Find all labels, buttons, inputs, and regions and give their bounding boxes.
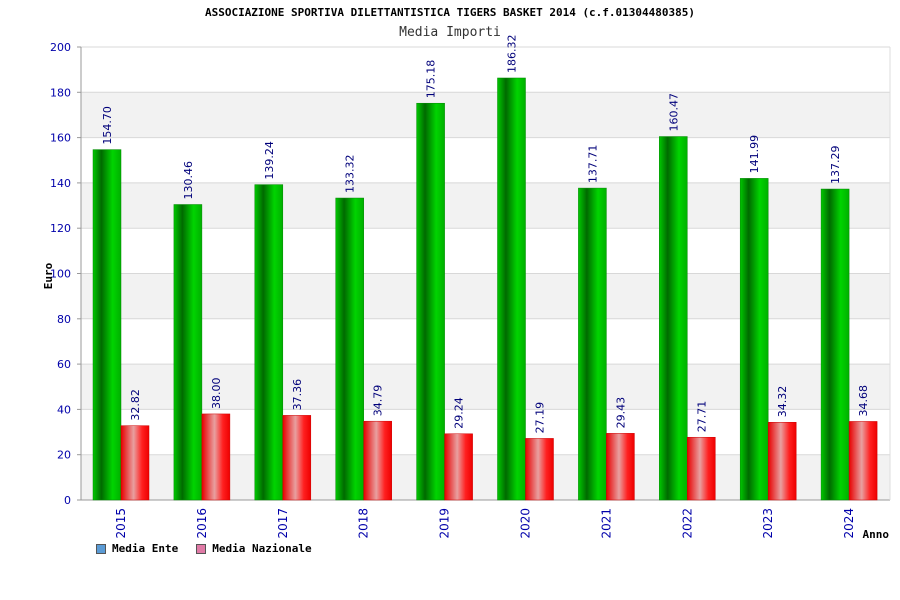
grid-band — [81, 137, 890, 183]
bar-media-ente-2016 — [173, 204, 203, 501]
data-label: 27.19 — [534, 402, 547, 434]
data-label: 34.32 — [776, 386, 789, 418]
data-label: 130.46 — [182, 161, 195, 200]
data-label: 160.47 — [667, 93, 680, 132]
data-label: 137.71 — [586, 145, 599, 184]
legend-swatch-media-ente — [96, 543, 106, 554]
bar-media-ente-2024 — [820, 188, 850, 501]
grid-band — [81, 228, 890, 274]
legend-item-media-nazionale: Media Nazionale — [196, 542, 312, 555]
bar-media-nazionale-2016 — [201, 413, 231, 501]
bar-media-ente-2017 — [254, 184, 284, 501]
bar-media-nazionale-2024 — [848, 421, 878, 501]
x-tick-label: 2023 — [761, 508, 775, 539]
data-label: 186.32 — [506, 34, 519, 73]
bar-media-nazionale-2023 — [767, 422, 797, 501]
x-tick-label: 2015 — [114, 508, 128, 539]
y-tick-label: 0 — [64, 494, 71, 507]
legend-item-media-ente: Media Ente — [96, 542, 178, 555]
data-label: 175.18 — [425, 60, 438, 99]
y-tick-label: 40 — [57, 403, 71, 416]
data-label: 38.00 — [210, 377, 223, 409]
legend-swatch-media-nazionale — [196, 543, 207, 554]
bar-media-nazionale-2022 — [687, 436, 716, 501]
data-label: 32.82 — [129, 389, 142, 421]
chart-title: ASSOCIAZIONE SPORTIVA DILETTANTISTICA TI… — [204, 6, 696, 19]
bar-media-nazionale-2018 — [363, 420, 392, 501]
x-tick-label: 2016 — [195, 508, 209, 539]
y-tick-label: 20 — [57, 449, 71, 462]
grid-band — [81, 92, 890, 138]
grid-band — [81, 273, 890, 319]
data-label: 37.36 — [291, 379, 304, 411]
grid-band — [81, 47, 890, 93]
bar-media-nazionale-2015 — [120, 425, 150, 501]
data-label: 133.32 — [344, 155, 357, 194]
x-tick-label: 2022 — [680, 508, 694, 539]
legend-label-media-nazionale: Media Nazionale — [212, 542, 312, 555]
y-tick-label: 180 — [50, 86, 71, 99]
data-label: 139.24 — [263, 141, 276, 180]
data-label: 34.79 — [372, 385, 385, 417]
legend-label-media-ente: Media Ente — [112, 542, 179, 555]
y-tick-label: 80 — [57, 313, 71, 326]
x-tick-label: 2018 — [357, 508, 371, 539]
x-tick-label: 2017 — [276, 508, 290, 539]
x-tick-label: 2020 — [519, 508, 533, 539]
x-tick-label: 2019 — [438, 508, 452, 539]
y-tick-label: 120 — [50, 222, 71, 235]
data-label: 27.71 — [695, 401, 708, 433]
bar-media-ente-2015 — [92, 149, 122, 501]
x-tick-label: 2024 — [842, 508, 856, 539]
y-tick-label: 200 — [50, 41, 71, 54]
bar-media-ente-2021 — [578, 187, 607, 501]
bar-media-ente-2022 — [659, 136, 688, 501]
data-label: 154.70 — [101, 106, 114, 145]
data-label: 29.24 — [453, 397, 466, 429]
bar-media-nazionale-2021 — [606, 433, 635, 501]
chart-subtitle: Media Importi — [399, 25, 501, 40]
y-tick-label: 140 — [50, 177, 71, 190]
data-label: 34.68 — [857, 385, 870, 417]
bar-media-ente-2023 — [739, 178, 769, 501]
bar-media-ente-2018 — [335, 197, 364, 501]
bar-media-nazionale-2017 — [282, 415, 312, 501]
data-label: 29.43 — [614, 397, 627, 429]
data-label: 137.29 — [829, 146, 842, 185]
y-tick-label: 60 — [57, 358, 71, 371]
bar-media-ente-2019 — [416, 102, 445, 501]
bar-media-nazionale-2019 — [444, 433, 473, 501]
y-tick-label: 100 — [50, 268, 71, 281]
bar-media-ente-2020 — [497, 77, 526, 501]
bar-media-nazionale-2020 — [525, 438, 554, 501]
grid-band — [81, 318, 890, 365]
data-label: 141.99 — [748, 135, 761, 174]
grid-band — [81, 364, 890, 410]
y-tick-label: 160 — [50, 132, 71, 145]
y-axis-label: Euro — [42, 262, 55, 289]
legend: Media Ente Media Nazionale — [96, 542, 312, 555]
x-tick-label: 2021 — [599, 508, 613, 539]
x-axis-label: Anno — [863, 528, 890, 541]
grid-band — [81, 182, 890, 229]
